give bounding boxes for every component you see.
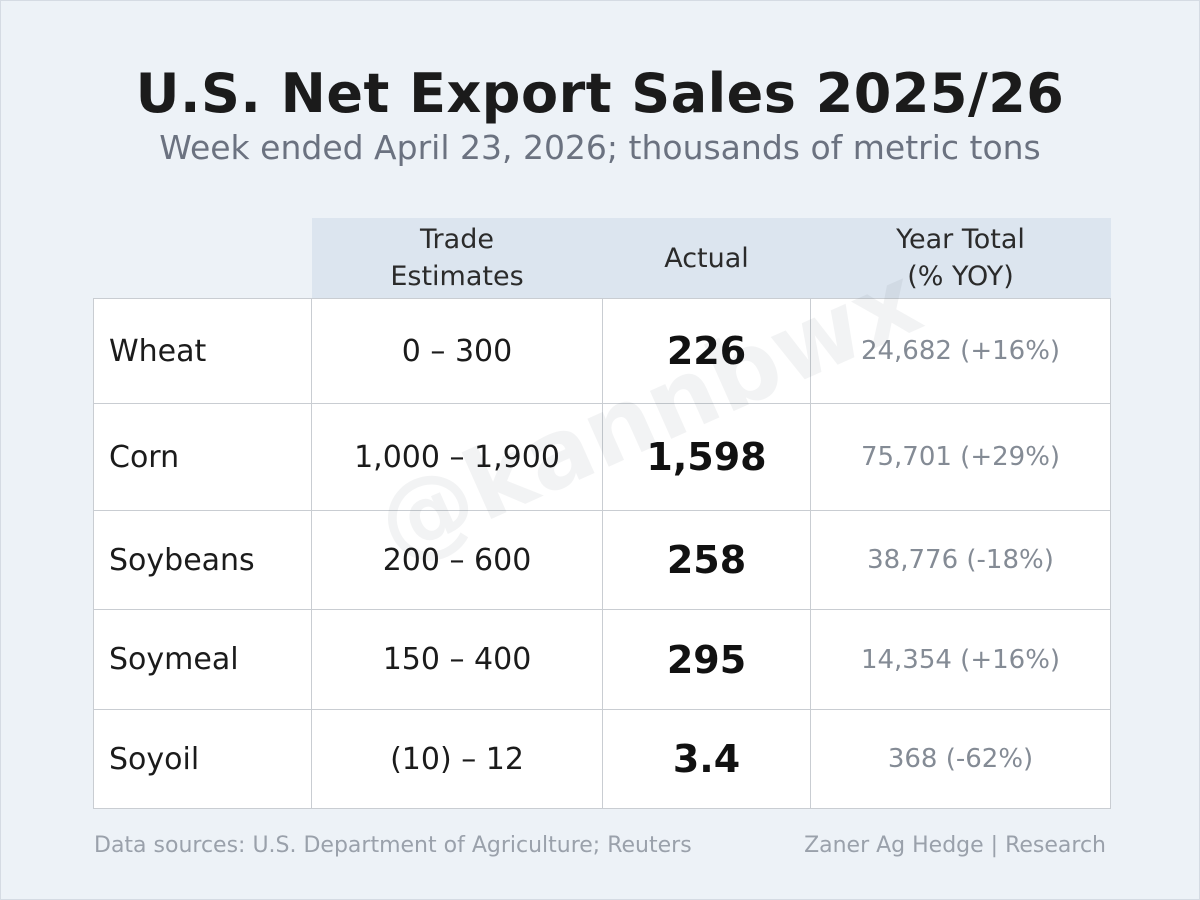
commodity-cell: Wheat — [93, 298, 312, 404]
trade-estimate-cell: (10) – 12 — [311, 709, 603, 809]
year-total-cell: 24,682 (+16%) — [810, 298, 1111, 404]
year-total-cell: 14,354 (+16%) — [810, 609, 1111, 710]
table-row-wheat: Wheat 0 – 300 226 24,682 (+16%) — [93, 298, 1111, 404]
year-total-cell: 368 (-62%) — [810, 709, 1111, 809]
trade-estimate-cell: 0 – 300 — [311, 298, 603, 404]
export-sales-table: Trade Estimates Actual Year Total (% YOY… — [93, 218, 1111, 809]
header-blank-cell — [94, 218, 312, 299]
actual-cell: 226 — [602, 298, 811, 404]
page-title: U.S. Net Export Sales 2025/26 — [135, 62, 1065, 125]
table-row-soybeans: Soybeans 200 – 600 258 38,776 (-18%) — [93, 510, 1111, 610]
trade-estimate-cell: 150 – 400 — [311, 609, 603, 710]
commodity-cell: Soyoil — [93, 709, 312, 809]
trade-estimate-cell: 1,000 – 1,900 — [311, 403, 603, 511]
commodity-cell: Corn — [93, 403, 312, 511]
header-row: Trade Estimates Actual Year Total (% YOY… — [94, 218, 1111, 299]
commodity-cell: Soybeans — [93, 510, 312, 610]
col-header-year-total-line2: (% YOY) — [907, 261, 1014, 292]
table-row-soymeal: Soymeal 150 – 400 295 14,354 (+16%) — [93, 609, 1111, 710]
actual-cell: 258 — [602, 510, 811, 610]
table-row-soyoil: Soyoil (10) – 12 3.4 368 (-62%) — [93, 709, 1111, 809]
col-header-year-total-line1: Year Total — [896, 224, 1025, 255]
data-sources-note: Data sources: U.S. Department of Agricul… — [94, 833, 692, 858]
page-subtitle: Week ended April 23, 2026; thousands of … — [159, 128, 1041, 167]
year-total-cell: 38,776 (-18%) — [810, 510, 1111, 610]
trade-estimate-cell: 200 – 600 — [311, 510, 603, 610]
actual-cell: 3.4 — [602, 709, 811, 809]
col-header-trade-estimates-line1: Trade — [420, 224, 494, 255]
table-row-corn: Corn 1,000 – 1,900 1,598 75,701 (+29%) — [93, 403, 1111, 511]
col-header-actual: Actual — [602, 218, 811, 299]
year-total-cell: 75,701 (+29%) — [810, 403, 1111, 511]
credit-note: Zaner Ag Hedge | Research — [804, 833, 1106, 858]
actual-cell: 1,598 — [602, 403, 811, 511]
actual-cell: 295 — [602, 609, 811, 710]
col-header-year-total: Year Total (% YOY) — [810, 218, 1111, 299]
commodity-cell: Soymeal — [93, 609, 312, 710]
col-header-trade-estimates-line2: Estimates — [390, 261, 524, 292]
col-header-trade-estimates: Trade Estimates — [311, 218, 603, 299]
